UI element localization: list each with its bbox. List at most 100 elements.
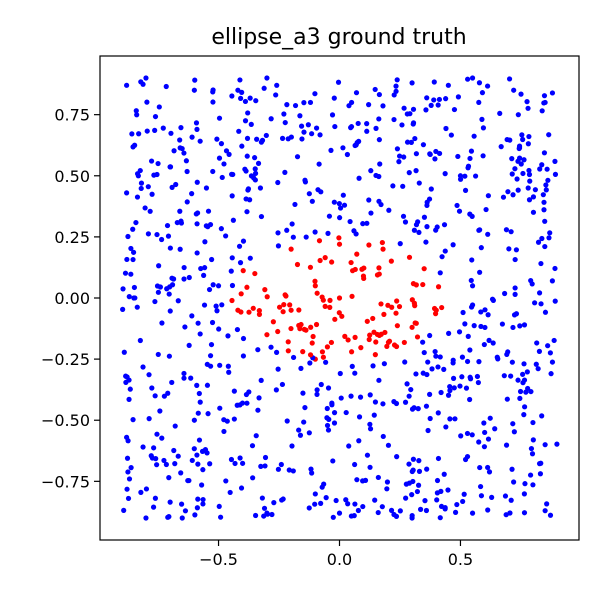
data-point-outside (289, 443, 295, 449)
data-point-outside (146, 372, 152, 378)
data-point-outside (210, 99, 216, 105)
data-point-outside (456, 329, 463, 335)
data-point-outside (221, 428, 227, 435)
data-point-inside (381, 311, 387, 317)
data-point-outside (442, 248, 448, 254)
data-point-outside (244, 400, 250, 406)
data-point-outside (238, 485, 245, 491)
data-point-outside (216, 155, 223, 161)
data-point-outside (442, 171, 448, 177)
data-point-outside (351, 228, 357, 234)
data-point-outside (372, 497, 378, 503)
data-point-outside (149, 385, 155, 391)
data-point-outside (279, 497, 285, 503)
data-point-outside (129, 131, 135, 137)
data-point-outside (124, 190, 130, 196)
data-point-outside (409, 512, 415, 519)
data-point-outside (372, 86, 378, 93)
data-point-outside (127, 386, 133, 392)
data-point-outside (464, 358, 471, 365)
data-point-outside (432, 348, 438, 355)
data-point-outside (415, 482, 422, 488)
data-point-outside (131, 284, 138, 291)
data-point-outside (364, 452, 371, 458)
data-point-inside (296, 307, 302, 313)
data-point-outside (195, 410, 201, 416)
data-point-outside (376, 116, 382, 122)
data-point-outside (467, 155, 473, 162)
data-point-outside (476, 99, 482, 106)
data-point-outside (166, 291, 172, 297)
data-point-outside (464, 453, 471, 460)
data-point-outside (380, 433, 386, 440)
data-point-outside (452, 509, 459, 515)
data-point-outside (275, 366, 281, 372)
y-tick-label: −0.75 (41, 472, 90, 491)
data-point-inside (332, 316, 338, 322)
data-point-outside (509, 359, 515, 365)
data-point-outside (380, 103, 386, 109)
data-point-outside (539, 162, 545, 168)
data-point-outside (229, 282, 236, 289)
data-point-outside (400, 183, 406, 189)
data-point-outside (195, 496, 201, 502)
data-point-outside (404, 381, 410, 387)
data-point-outside (234, 402, 240, 408)
data-point-outside (226, 151, 232, 157)
data-point-inside (320, 354, 326, 360)
data-point-outside (551, 337, 557, 344)
data-point-outside (146, 416, 152, 422)
data-point-outside (196, 437, 203, 443)
data-point-outside (478, 323, 484, 330)
data-point-outside (125, 233, 131, 240)
data-point-outside (128, 271, 134, 277)
data-point-inside (288, 246, 294, 252)
data-point-outside (407, 111, 413, 117)
data-point-inside (339, 313, 345, 319)
data-point-outside (552, 158, 558, 164)
data-point-outside (485, 436, 492, 442)
data-point-outside (492, 426, 498, 432)
data-point-outside (355, 120, 361, 127)
data-point-outside (173, 181, 179, 188)
data-point-outside (138, 185, 144, 192)
data-point-inside (336, 241, 343, 247)
data-point-outside (469, 432, 475, 438)
data-point-outside (456, 208, 463, 214)
data-point-outside (511, 429, 517, 435)
data-point-outside (503, 227, 510, 233)
data-point-outside (552, 265, 558, 272)
data-point-inside (342, 333, 348, 339)
data-point-outside (454, 501, 460, 508)
data-point-outside (490, 340, 496, 346)
data-point-outside (370, 363, 376, 369)
data-point-outside (385, 442, 392, 448)
data-point-outside (366, 102, 372, 108)
data-point-outside (539, 413, 545, 419)
data-point-outside (427, 415, 433, 422)
data-point-outside (133, 219, 139, 226)
data-point-outside (154, 462, 160, 468)
data-point-outside (296, 427, 302, 433)
data-point-inside (264, 332, 270, 338)
data-point-outside (509, 466, 515, 472)
data-point-outside (451, 106, 458, 113)
data-point-outside (413, 151, 419, 157)
data-point-outside (348, 124, 355, 130)
data-point-inside (294, 261, 301, 268)
data-point-outside (268, 344, 274, 350)
data-point-outside (532, 300, 538, 306)
data-point-outside (465, 76, 471, 82)
data-point-outside (542, 508, 548, 514)
data-point-outside (126, 294, 132, 300)
data-point-outside (194, 452, 200, 458)
data-point-outside (439, 254, 445, 260)
data-point-outside (548, 371, 554, 377)
data-point-outside (292, 201, 298, 208)
data-point-outside (155, 289, 161, 295)
data-point-outside (438, 503, 445, 510)
data-point-outside (156, 263, 162, 269)
data-point-outside (427, 391, 433, 397)
data-point-inside (409, 297, 415, 303)
data-point-outside (168, 130, 174, 136)
